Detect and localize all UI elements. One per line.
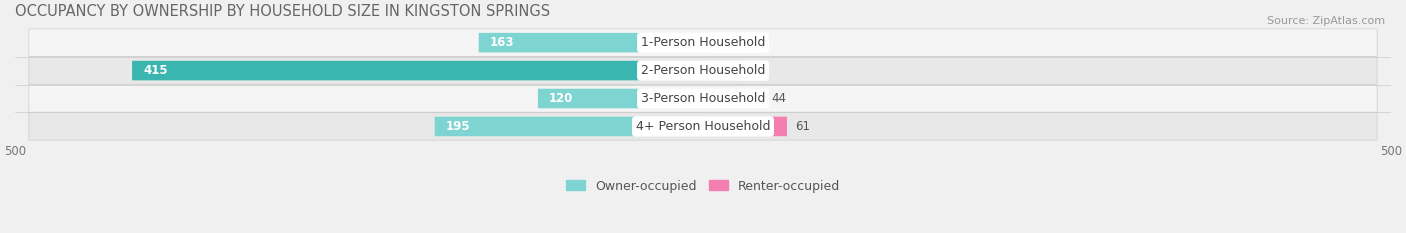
FancyBboxPatch shape — [132, 61, 703, 80]
FancyBboxPatch shape — [434, 117, 703, 136]
FancyBboxPatch shape — [30, 113, 1376, 140]
Text: Source: ZipAtlas.com: Source: ZipAtlas.com — [1267, 16, 1385, 26]
Text: 195: 195 — [446, 120, 471, 133]
FancyBboxPatch shape — [703, 117, 787, 136]
Text: 27: 27 — [748, 64, 763, 77]
Text: 44: 44 — [772, 92, 787, 105]
FancyBboxPatch shape — [703, 61, 740, 80]
Text: 120: 120 — [548, 92, 574, 105]
FancyBboxPatch shape — [478, 33, 703, 52]
Text: 415: 415 — [143, 64, 167, 77]
Text: 61: 61 — [796, 120, 810, 133]
FancyBboxPatch shape — [30, 29, 1376, 56]
FancyBboxPatch shape — [30, 85, 1376, 112]
Text: OCCUPANCY BY OWNERSHIP BY HOUSEHOLD SIZE IN KINGSTON SPRINGS: OCCUPANCY BY OWNERSHIP BY HOUSEHOLD SIZE… — [15, 4, 550, 19]
FancyBboxPatch shape — [703, 89, 763, 108]
FancyBboxPatch shape — [703, 33, 709, 52]
Text: 163: 163 — [489, 36, 515, 49]
Legend: Owner-occupied, Renter-occupied: Owner-occupied, Renter-occupied — [564, 177, 842, 195]
Text: 3-Person Household: 3-Person Household — [641, 92, 765, 105]
Text: 2-Person Household: 2-Person Household — [641, 64, 765, 77]
Text: 1-Person Household: 1-Person Household — [641, 36, 765, 49]
FancyBboxPatch shape — [30, 57, 1376, 84]
FancyBboxPatch shape — [538, 89, 703, 108]
Text: 4: 4 — [717, 36, 724, 49]
Text: 4+ Person Household: 4+ Person Household — [636, 120, 770, 133]
